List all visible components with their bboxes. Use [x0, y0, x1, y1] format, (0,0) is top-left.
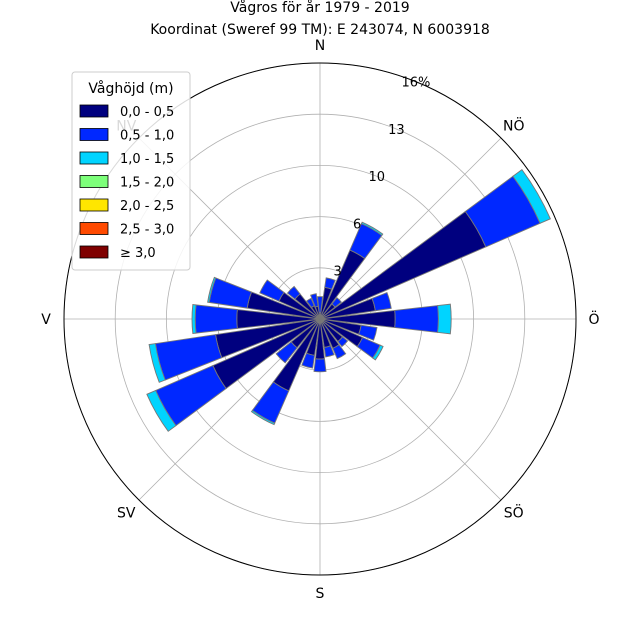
legend-swatch-4: [79, 198, 109, 212]
rose-bar-4-2: [512, 168, 551, 224]
rose-bar-0-1: [316, 296, 324, 314]
legend-title: Våghöjd (m): [88, 80, 173, 97]
rose-bar-12-1: [313, 358, 327, 373]
rose-bar-5-1: [371, 292, 392, 312]
legend-label-0: 0,0 - 0,5: [120, 105, 174, 120]
legend-swatch-2: [79, 151, 109, 165]
rose-bar-18-2: [191, 304, 197, 334]
direction-label-6: V: [41, 312, 51, 328]
rose-bar-6-1: [394, 305, 439, 333]
rose-bar-8-2: [372, 344, 384, 361]
rose-bar-13-1: [301, 352, 316, 369]
legend-swatch-0: [79, 104, 109, 118]
rose-bar-14-1: [251, 381, 290, 424]
legend-label-1: 0,5 - 1,0: [120, 129, 174, 144]
rose-bar-21-1: [286, 285, 301, 300]
legend-swatch-3: [79, 175, 109, 188]
rose-bar-1-1: [324, 277, 336, 290]
rose-bar-18-1: [194, 304, 238, 334]
rose-bar-14-2: [250, 409, 276, 426]
rose-bar-6-2: [437, 303, 452, 335]
polar-labels: NNÖÖSÖSSVVNV36101316%: [41, 38, 599, 602]
rose-bar-10-1: [332, 344, 347, 360]
legend-box: [71, 71, 191, 271]
rose-bar-23-1: [310, 293, 319, 308]
rose-bar-11-1: [323, 345, 335, 358]
rose-bar-7-1: [358, 324, 378, 341]
rose-bar-16-2: [146, 389, 177, 432]
direction-label-2: Ö: [588, 310, 599, 328]
direction-label-1: NÖ: [503, 116, 525, 134]
rose-bar-19-1: [208, 277, 253, 309]
legend-swatch-1: [79, 128, 109, 141]
radial-tick-label-3: 13: [388, 123, 405, 138]
rose-bar-20-1: [259, 279, 285, 302]
rose-bar-19-2: [207, 276, 217, 303]
chart-title: Vågros för år 1979 - 2019: [230, 0, 409, 16]
rose-bars: [63, 62, 577, 576]
rose-bar-17-2: [148, 343, 166, 383]
legend-swatch-6: [79, 245, 109, 259]
legend-swatch-5: [79, 222, 109, 235]
rose-bar-3-1: [331, 297, 342, 308]
radial-tick-label-0: 3: [333, 265, 341, 280]
legend-label-2: 1,0 - 1,5: [120, 152, 174, 167]
legend: Våghöjd (m) 0,0 - 0,5 0,5 - 1,0 1,0 - 1,5 1,…: [71, 71, 191, 271]
legend-label-3: 1,5 - 2,0: [120, 176, 174, 191]
rose-bar-2-2: [360, 221, 384, 237]
legend-label-6: ≥ 3,0: [120, 246, 156, 261]
radial-tick-label-1: 6: [353, 217, 361, 232]
grid-spoke-1: [319, 137, 502, 320]
direction-label-3: SÖ: [504, 504, 524, 522]
rose-bar-15-1: [275, 341, 298, 364]
radial-tick-label-2: 10: [369, 170, 386, 185]
radial-tick-label-4: 16%: [402, 75, 431, 90]
polar-frame: [63, 62, 577, 576]
grid-spoke-3: [319, 318, 502, 501]
direction-label-0: N: [315, 38, 325, 54]
chart-subtitle: Koordinat (Sweref 99 TM): E 243074, N 60…: [150, 22, 490, 38]
legend-label-4: 2,0 - 2,5: [120, 199, 174, 214]
direction-label-5: SV: [117, 506, 136, 522]
legend-label-5: 2,5 - 3,0: [120, 223, 174, 238]
direction-label-4: S: [316, 586, 325, 602]
rose-bar-22-1: [306, 297, 315, 309]
rose-bar-9-1: [337, 336, 349, 348]
